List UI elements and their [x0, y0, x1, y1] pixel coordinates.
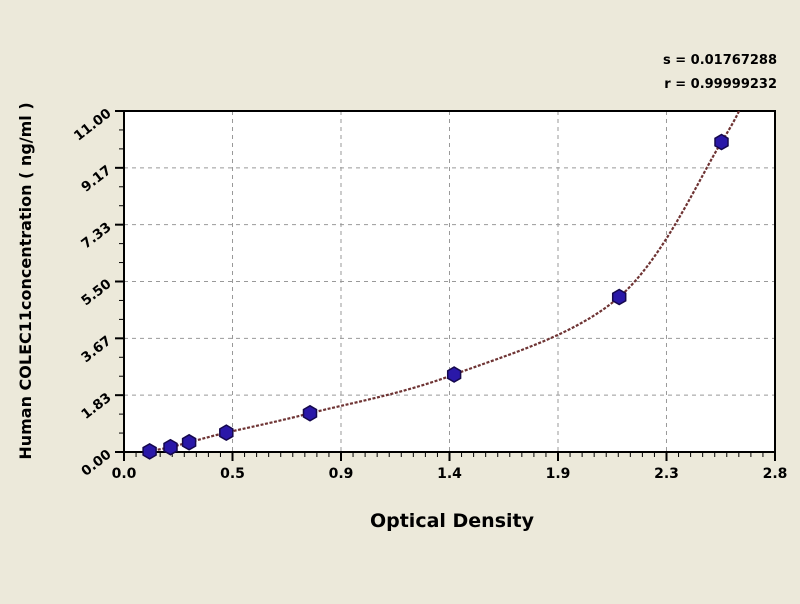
y-tick-label: 0.00	[78, 447, 114, 480]
data-point-marker	[611, 288, 627, 306]
y-axis-title: Human COLEC11concentration ( ng/ml )	[16, 102, 35, 459]
plot-border	[123, 110, 776, 453]
x-tick-label: 1.9	[546, 466, 571, 482]
fit-std-error-annotation: s = 0.01767288	[663, 53, 777, 68]
x-tick-label: 0.5	[220, 466, 245, 482]
data-point-marker	[446, 366, 462, 383]
y-tick-label: 5.50	[78, 276, 114, 309]
x-tick-label: 1.4	[437, 466, 462, 482]
data-point-marker	[181, 433, 197, 451]
data-point-marker	[714, 133, 729, 151]
y-tick-label: 11.00	[71, 106, 115, 145]
data-point-marker	[219, 424, 234, 441]
y-tick-label: 3.67	[78, 333, 114, 366]
data-point-marker	[142, 443, 157, 460]
data-point-layer	[142, 133, 729, 460]
y-tick-label: 7.33	[78, 219, 114, 252]
x-tick-label: 2.3	[654, 466, 679, 482]
grid-layer	[124, 111, 775, 452]
x-tick-label: 2.8	[763, 466, 788, 482]
x-axis-title: Optical Density	[370, 510, 535, 532]
y-tick-label: 1.83	[78, 390, 114, 423]
data-point-marker	[163, 438, 178, 456]
data-point-marker	[302, 404, 318, 422]
fit-correlation-annotation: r = 0.99999232	[664, 77, 777, 92]
x-tick-label: 0.0	[112, 466, 137, 482]
y-tick-label: 9.17	[78, 162, 114, 195]
x-tick-label: 0.9	[329, 466, 354, 482]
